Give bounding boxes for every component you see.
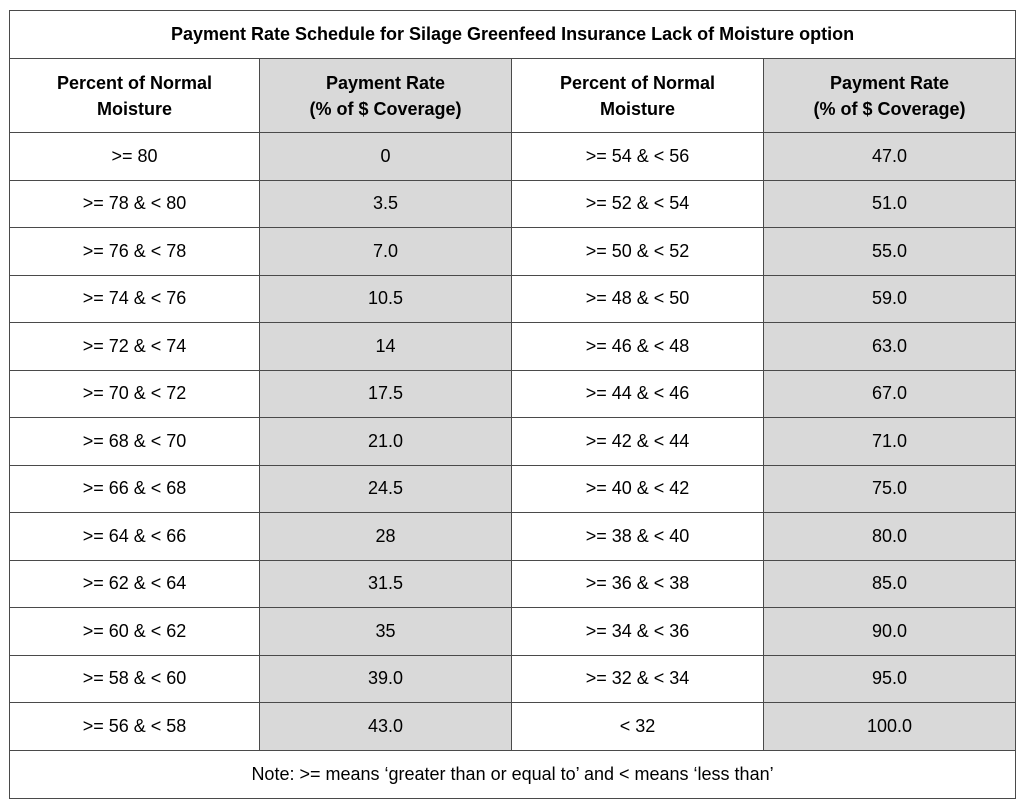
rate-right-cell: 51.0 [762,179,1017,228]
rate-right-cell: 95.0 [762,654,1017,703]
table-row: >= 58 & < 60 39.0 >= 32 & < 34 95.0 [9,654,1017,703]
header-moisture-left-line2: Moisture [96,98,172,119]
moisture-right-cell: >= 36 & < 38 [511,559,764,608]
rate-right-cell: 85.0 [762,559,1017,608]
table-header-row: Percent of Normal Moisture Payment Rate … [9,58,1017,133]
moisture-left-cell: >= 64 & < 66 [9,512,260,561]
rate-left-cell: 17.5 [259,369,512,418]
rate-right-cell: 47.0 [762,132,1017,181]
moisture-right-cell: >= 42 & < 44 [511,417,764,466]
table-row: >= 74 & < 76 10.5 >= 48 & < 50 59.0 [9,274,1017,323]
moisture-right-cell: >= 34 & < 36 [511,607,764,656]
table-row: >= 70 & < 72 17.5 >= 44 & < 46 67.0 [9,369,1017,418]
rate-left-cell: 24.5 [259,464,512,513]
rate-right-cell: 80.0 [762,512,1017,561]
table-row: >= 64 & < 66 28 >= 38 & < 40 80.0 [9,512,1017,561]
payment-rate-table-container: Payment Rate Schedule for Silage Greenfe… [8,10,1017,799]
moisture-left-cell: >= 60 & < 62 [9,607,260,656]
moisture-left-cell: >= 70 & < 72 [9,369,260,418]
header-moisture-left: Percent of Normal Moisture [9,58,260,133]
moisture-right-cell: >= 48 & < 50 [511,274,764,323]
moisture-right-cell: >= 38 & < 40 [511,512,764,561]
moisture-left-cell: >= 66 & < 68 [9,464,260,513]
table-row: >= 66 & < 68 24.5 >= 40 & < 42 75.0 [9,464,1017,513]
rate-left-cell: 10.5 [259,274,512,323]
moisture-left-cell: >= 58 & < 60 [9,654,260,703]
header-moisture-right-line2: Moisture [599,98,675,119]
rate-left-cell: 21.0 [259,417,512,466]
moisture-right-cell: >= 40 & < 42 [511,464,764,513]
table-row: >= 76 & < 78 7.0 >= 50 & < 52 55.0 [9,227,1017,276]
moisture-left-cell: >= 76 & < 78 [9,227,260,276]
header-moisture-right-line1: Percent of Normal [559,72,716,93]
moisture-left-cell: >= 78 & < 80 [9,179,260,228]
rate-right-cell: 75.0 [762,464,1017,513]
rate-left-cell: 7.0 [259,227,512,276]
table-row: >= 78 & < 80 3.5 >= 52 & < 54 51.0 [9,179,1017,228]
moisture-left-cell: >= 80 [9,132,260,181]
header-rate-right-line2: (% of $ Coverage) [813,98,966,119]
moisture-right-cell: >= 46 & < 48 [511,322,764,371]
rate-right-cell: 71.0 [762,417,1017,466]
rate-left-cell: 31.5 [259,559,512,608]
moisture-right-cell: >= 50 & < 52 [511,227,764,276]
header-moisture-left-line1: Percent of Normal [56,72,213,93]
moisture-right-cell: >= 54 & < 56 [511,132,764,181]
table-note-row: Note: >= means ‘greater than or equal to… [8,749,1017,799]
header-rate-right: Payment Rate (% of $ Coverage) [762,58,1017,133]
moisture-right-cell: >= 32 & < 34 [511,654,764,703]
rate-left-cell: 43.0 [259,702,512,751]
moisture-right-cell: >= 52 & < 54 [511,179,764,228]
moisture-left-cell: >= 74 & < 76 [9,274,260,323]
header-rate-left-line2: (% of $ Coverage) [309,98,462,119]
rate-right-cell: 100.0 [762,702,1017,751]
rate-left-cell: 0 [259,132,512,181]
table-row: >= 80 0 >= 54 & < 56 47.0 [9,132,1017,181]
rate-left-cell: 39.0 [259,654,512,703]
moisture-right-cell: < 32 [511,702,764,751]
table-row: >= 68 & < 70 21.0 >= 42 & < 44 71.0 [9,417,1017,466]
rate-right-cell: 90.0 [762,607,1017,656]
table-row: >= 62 & < 64 31.5 >= 36 & < 38 85.0 [9,559,1017,608]
rate-right-cell: 59.0 [762,274,1017,323]
table-row: >= 72 & < 74 14 >= 46 & < 48 63.0 [9,322,1017,371]
header-rate-left: Payment Rate (% of $ Coverage) [259,58,512,133]
header-rate-left-line1: Payment Rate [325,72,446,93]
rate-left-cell: 28 [259,512,512,561]
rate-right-cell: 63.0 [762,322,1017,371]
rate-left-cell: 3.5 [259,179,512,228]
table-row: >= 56 & < 58 43.0 < 32 100.0 [9,702,1017,751]
rate-right-cell: 55.0 [762,227,1017,276]
moisture-left-cell: >= 62 & < 64 [9,559,260,608]
rate-left-cell: 14 [259,322,512,371]
rate-left-cell: 35 [259,607,512,656]
rate-right-cell: 67.0 [762,369,1017,418]
table-note: Note: >= means ‘greater than or equal to… [8,749,1017,799]
moisture-left-cell: >= 68 & < 70 [9,417,260,466]
table-row: >= 60 & < 62 35 >= 34 & < 36 90.0 [9,607,1017,656]
moisture-left-cell: >= 56 & < 58 [9,702,260,751]
payment-rate-table: Payment Rate Schedule for Silage Greenfe… [8,10,1017,799]
header-rate-right-line1: Payment Rate [829,72,950,93]
moisture-right-cell: >= 44 & < 46 [511,369,764,418]
moisture-left-cell: >= 72 & < 74 [9,322,260,371]
table-title: Payment Rate Schedule for Silage Greenfe… [8,10,1017,59]
header-moisture-right: Percent of Normal Moisture [511,58,764,133]
table-title-row: Payment Rate Schedule for Silage Greenfe… [8,10,1017,59]
